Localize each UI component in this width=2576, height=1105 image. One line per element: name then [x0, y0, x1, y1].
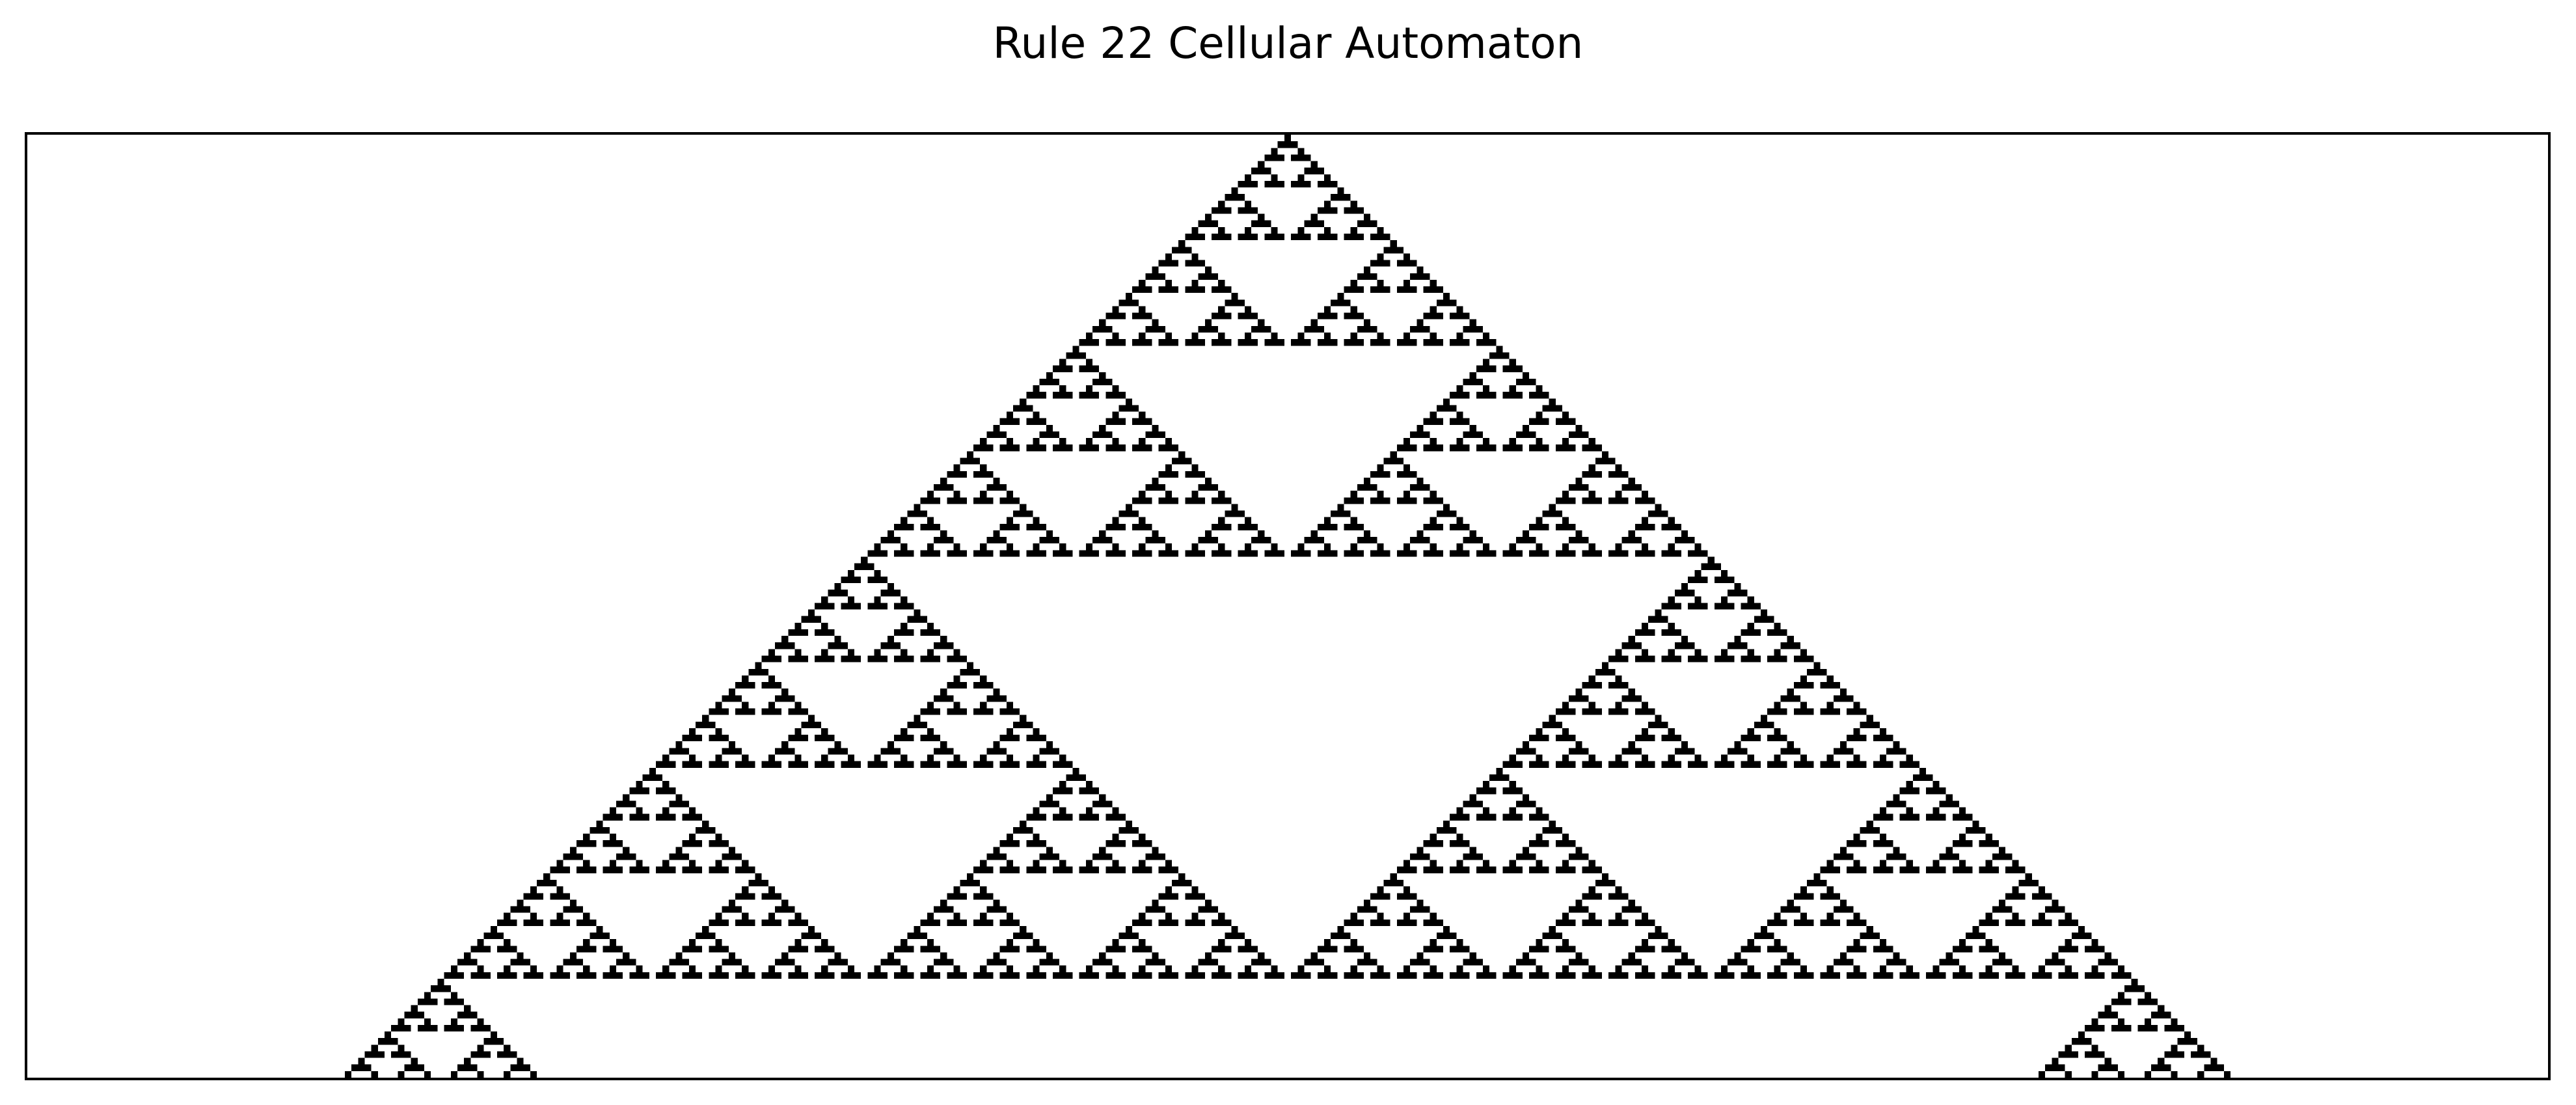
automaton-grid: [27, 135, 2548, 1078]
plot-area: [25, 132, 2551, 1080]
chart-title: Rule 22 Cellular Automaton: [992, 18, 1584, 68]
